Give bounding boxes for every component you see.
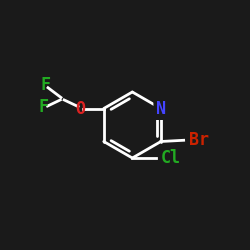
- Text: Cl: Cl: [160, 149, 180, 167]
- Text: F: F: [40, 76, 50, 94]
- Text: Br: Br: [189, 131, 209, 149]
- Text: N: N: [156, 100, 166, 117]
- Text: O: O: [76, 100, 86, 117]
- Text: F: F: [39, 98, 49, 116]
